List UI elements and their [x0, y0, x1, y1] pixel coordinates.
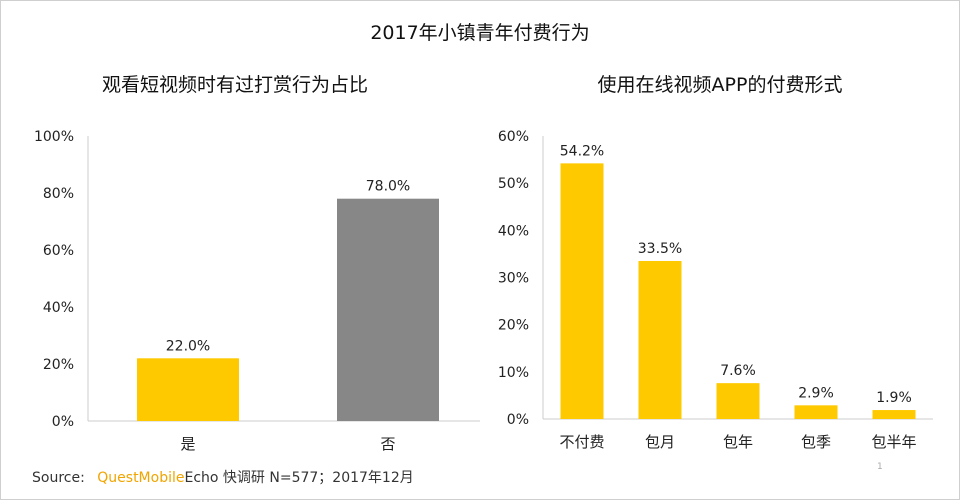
right-category-label: 包月 — [645, 433, 675, 451]
right-data-label: 33.5% — [638, 241, 682, 257]
right-data-label: 7.6% — [720, 363, 756, 379]
right-y-tick-label: 20% — [498, 318, 529, 334]
page-title: 2017年小镇青年付费行为 — [370, 22, 590, 44]
right-y-tick-label: 40% — [498, 223, 529, 239]
left-y-tick-label: 20% — [43, 357, 74, 373]
right-category-label: 包季 — [801, 433, 831, 451]
source-text: Echo 快调研 N=577；2017年12月 — [184, 470, 414, 486]
left-y-tick-label: 0% — [52, 414, 74, 430]
right-bar — [872, 410, 916, 419]
page-number: 1 — [877, 462, 883, 472]
left-bar — [137, 358, 239, 421]
left-y-tick-label: 80% — [43, 186, 74, 202]
source-footer: Source: QuestMobileEcho 快调研 N=577；2017年1… — [32, 467, 414, 487]
left-y-tick-label: 40% — [43, 300, 74, 316]
right-chart-title: 使用在线视频APP的付费形式 — [597, 74, 843, 96]
right-y-tick-label: 0% — [507, 412, 529, 428]
left-data-label: 78.0% — [366, 179, 410, 195]
right-data-label: 1.9% — [876, 390, 912, 406]
tipping-share-bar-chart: 0% 20% 40% 60% 80% 100% 22.0% 是 78.0% 否 — [34, 129, 480, 453]
right-category-label: 不付费 — [559, 433, 604, 451]
right-y-tick-label: 60% — [498, 129, 529, 145]
right-data-label: 2.9% — [798, 385, 834, 401]
source-label: Source: — [32, 470, 85, 486]
right-bar — [794, 405, 838, 419]
right-data-label: 54.2% — [560, 143, 604, 159]
left-category-label: 是 — [180, 435, 195, 453]
right-category-label: 包半年 — [871, 433, 916, 451]
right-category-label: 包年 — [723, 433, 753, 451]
right-bar — [638, 260, 682, 419]
brand-name: QuestMobile — [97, 470, 185, 486]
right-y-tick-label: 50% — [498, 176, 529, 192]
left-data-label: 22.0% — [166, 338, 210, 354]
left-bar — [337, 198, 439, 421]
payment-form-bar-chart: 0% 10% 20% 30% 40% 50% 60% 54.2% 不付费 33.5% 包月 7.6% 包… — [498, 129, 933, 451]
left-y-tick-label: 100% — [34, 129, 74, 145]
left-chart-title: 观看短视频时有过打赏行为占比 — [101, 74, 368, 96]
right-y-tick-label: 10% — [498, 365, 529, 381]
right-bar — [716, 383, 760, 419]
right-bar — [560, 163, 604, 419]
left-category-label: 否 — [380, 435, 395, 453]
right-y-tick-label: 30% — [498, 271, 529, 287]
left-y-tick-label: 60% — [43, 243, 74, 259]
